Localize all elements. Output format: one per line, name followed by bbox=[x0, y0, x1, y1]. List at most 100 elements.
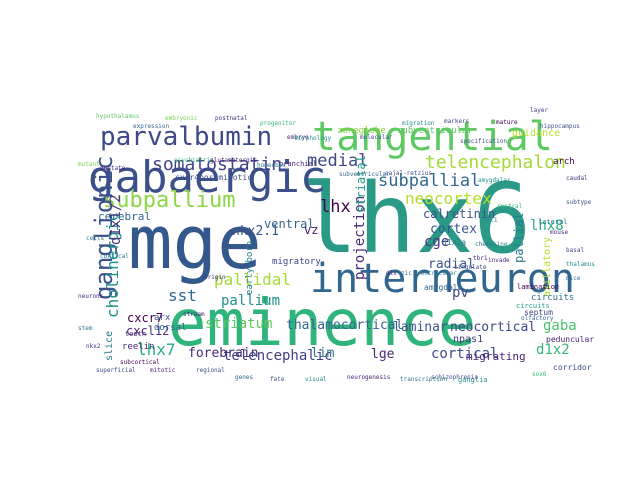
word-dlx: dlx bbox=[386, 270, 397, 277]
word-tbr1: tbr1 bbox=[473, 255, 488, 262]
word-stem: stem bbox=[78, 325, 93, 332]
word-neurons: neurons bbox=[78, 293, 104, 300]
word-mouse: mouse bbox=[550, 229, 568, 236]
word-d1x2a: d1x2a bbox=[442, 238, 466, 247]
word-branchial: branchial bbox=[279, 160, 317, 168]
word-tooth: tooth bbox=[125, 330, 146, 338]
word-amygdalar: amygdalar bbox=[478, 177, 511, 184]
word-mature: mature bbox=[496, 119, 518, 126]
word-migrating: migrating bbox=[466, 350, 526, 363]
word-ganglia: ganglia bbox=[458, 376, 488, 384]
word-d1x1-2: d1x1/2 bbox=[108, 194, 124, 245]
word-lhx6: lhx6 bbox=[300, 163, 531, 275]
word-pv: pv bbox=[452, 285, 469, 301]
word-arx: arx bbox=[154, 313, 171, 323]
word-cells: cells bbox=[86, 235, 104, 242]
word-dorsal: dorsal bbox=[154, 323, 187, 333]
word-ganglionic: ganglionic bbox=[90, 156, 118, 301]
word-markers: markers bbox=[444, 118, 470, 125]
word-hippocampus: hippocampus bbox=[540, 123, 580, 130]
word-slice: slice bbox=[104, 331, 115, 361]
word-caudal: caudal bbox=[566, 175, 588, 182]
word-lhx8: lhx8 bbox=[530, 218, 564, 234]
word-invade: invade bbox=[488, 257, 510, 264]
word-parvalbumin: parvalbumin bbox=[100, 122, 272, 152]
word-mitotic: mitotic bbox=[150, 367, 176, 374]
word-subcortical: subcortical bbox=[120, 359, 160, 366]
word-subventricular: subventricular bbox=[339, 171, 390, 178]
word-cortical: cortical bbox=[431, 346, 498, 362]
word-d1x2: d1x2 bbox=[536, 342, 570, 358]
word-lhx7: lhx7 bbox=[137, 340, 176, 359]
word-laminar: laminar bbox=[393, 320, 448, 335]
word-cxcr7: cxcr7 bbox=[127, 311, 163, 325]
word-regional: regional bbox=[196, 367, 225, 374]
word-postnatal: postnatal bbox=[215, 115, 248, 122]
word-cge: cge bbox=[424, 234, 449, 250]
word-npas1: npas1 bbox=[453, 334, 483, 345]
word-cxcl12: cxcl12 bbox=[126, 324, 169, 338]
word-fate: fate bbox=[270, 376, 285, 383]
word-telencephalic: telencephalic bbox=[223, 348, 333, 364]
word-chemokine: chemokine bbox=[475, 241, 508, 248]
word-pallium: pallium bbox=[221, 293, 280, 309]
word-projection: projection bbox=[352, 196, 368, 280]
word-calretinin: calretinin bbox=[423, 207, 495, 221]
word-layer: layer bbox=[530, 107, 548, 114]
word-rostral: rostral bbox=[497, 203, 523, 210]
word-telencephalon: telencephalon bbox=[425, 152, 566, 173]
word-stream: stream bbox=[183, 311, 205, 318]
word-genes: genes bbox=[235, 374, 253, 381]
word-peduncular: peduncular bbox=[546, 335, 594, 344]
word-sox6: sox6 bbox=[532, 371, 547, 378]
word-radial: radial bbox=[428, 257, 475, 272]
word-striatum: striatum bbox=[205, 316, 272, 332]
word-subtype: subtype bbox=[566, 199, 592, 206]
word-circuits: circuits bbox=[516, 302, 550, 310]
word-migratory: migratory bbox=[272, 257, 321, 267]
word-arch: arch bbox=[553, 157, 575, 167]
word-neocortex: neocortex bbox=[405, 189, 492, 208]
word-medial: medial bbox=[307, 151, 368, 171]
word-reelin: reelin bbox=[122, 342, 155, 352]
word-progenitor: progenitor bbox=[260, 120, 297, 127]
word-nkx2-1: nkx2.1 bbox=[232, 224, 279, 239]
word-striatal: striatal bbox=[354, 155, 368, 213]
word-axillatory: axillatory bbox=[542, 237, 553, 297]
word-eminence: eminence bbox=[168, 287, 476, 361]
word-vz: vz bbox=[304, 223, 318, 237]
word-gabaergic: gabaergic bbox=[88, 152, 326, 203]
word-ventricular: ventricular bbox=[417, 270, 457, 277]
word-circuits: circuits bbox=[531, 293, 574, 303]
word-lateral: lateral bbox=[538, 218, 568, 226]
word-pallidal: pallidal bbox=[214, 270, 291, 289]
word-lim: lim bbox=[311, 346, 335, 361]
word-subpallial: subpallial bbox=[378, 171, 480, 191]
word-superficial: superficial bbox=[96, 367, 136, 374]
word-sst: sst bbox=[168, 286, 197, 305]
word-thalamocortical: thalamocortical bbox=[286, 318, 403, 333]
word-cajal-retzius: cajal-retzius bbox=[385, 170, 432, 177]
word-cerebral: cerebral bbox=[98, 210, 151, 223]
word-morphology: morphology bbox=[295, 135, 332, 142]
word-interneuron: interneuron bbox=[310, 256, 575, 302]
word-gaba: gaba bbox=[543, 318, 577, 334]
word-subventricular: subventricular bbox=[397, 126, 473, 136]
word-nkx2: nkx2 bbox=[86, 343, 101, 350]
word-expression: expression bbox=[133, 123, 170, 130]
word-lge: lge bbox=[371, 347, 395, 362]
word-molecular: molecular bbox=[360, 134, 393, 141]
word-migration: migration bbox=[402, 120, 435, 127]
word-pallial: pallial bbox=[512, 212, 526, 263]
word-isl1: isl1 bbox=[483, 217, 498, 224]
word-cxcr4postmitotic: cxcr4postmitotic bbox=[175, 173, 252, 182]
word-cingulate: cingulate bbox=[454, 264, 487, 271]
word-hypothalamus: hypothalamus bbox=[96, 113, 140, 120]
word-neocortical: neocortical bbox=[450, 320, 536, 335]
word-zoneglobe: zoneglobe bbox=[337, 126, 386, 136]
word-septum: septum bbox=[524, 308, 553, 317]
word-mice: mice bbox=[566, 275, 581, 282]
word-lhx: lhx bbox=[320, 197, 351, 217]
word-tangential: tangential bbox=[312, 114, 553, 160]
